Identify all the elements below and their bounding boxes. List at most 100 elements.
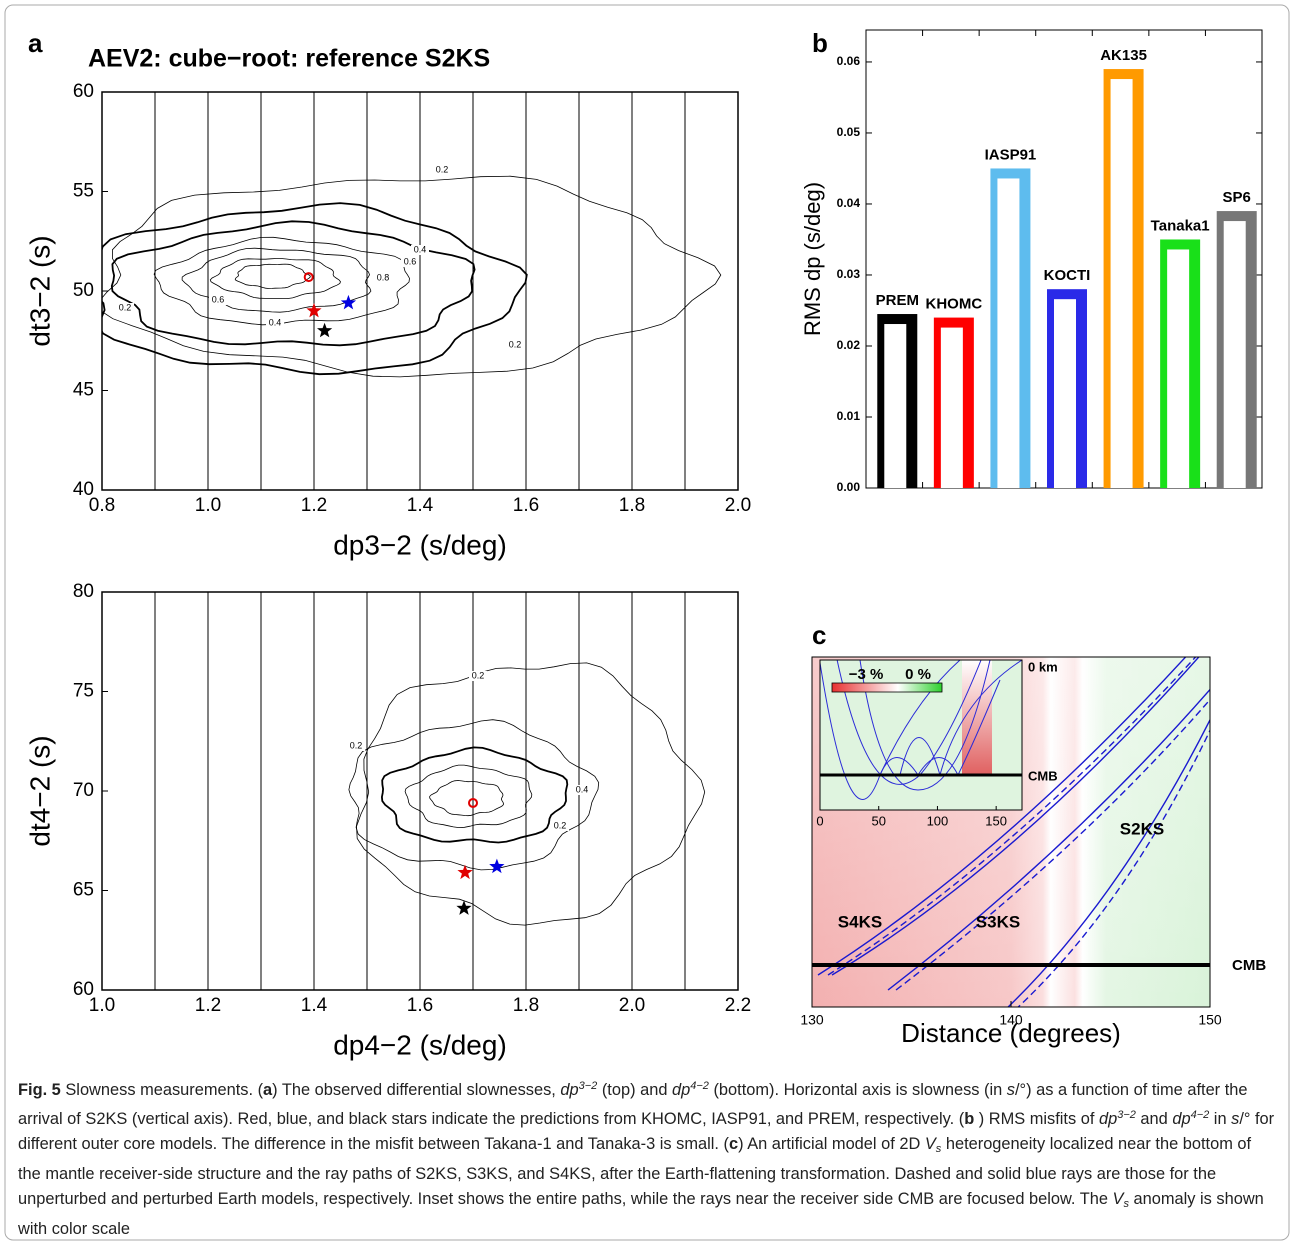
caption-text: heterogeneity localized near the bottom … xyxy=(18,1135,1252,1208)
caption-text: Fig. 5 xyxy=(18,1081,61,1099)
x-tick-label: 50 xyxy=(871,813,885,828)
contour-line xyxy=(234,263,311,289)
x-tick-label: 1.6 xyxy=(513,495,539,516)
x-tick-label: 130 xyxy=(800,1012,824,1028)
inset-ray xyxy=(879,679,1001,777)
x-axis-label: dp3−2 (s/deg) xyxy=(333,529,507,560)
contour-line xyxy=(209,258,341,299)
contour-label: 0.2 xyxy=(119,302,132,312)
star-marker xyxy=(456,900,472,915)
y-axis-label: dt3−2 (s) xyxy=(24,235,55,346)
caption-text: Slowness measurements. ( xyxy=(60,1081,264,1099)
colorbar-label: 0 % xyxy=(905,666,931,683)
star-marker xyxy=(489,858,505,874)
contour-label: 0.6 xyxy=(212,294,225,304)
observed-marker xyxy=(303,272,314,283)
bar-label: IASP91 xyxy=(985,146,1037,163)
x-tick-label: 100 xyxy=(927,813,949,828)
ray-label: S2KS xyxy=(1120,819,1164,838)
caption-text: s xyxy=(1231,1110,1240,1128)
contour-label: 0.2 xyxy=(436,164,449,174)
bar-label: PREM xyxy=(876,292,919,309)
ray-path xyxy=(817,657,1187,976)
y-tick-label: 0.02 xyxy=(837,338,861,352)
panel-label: b xyxy=(812,28,828,58)
panel-label: a xyxy=(28,28,43,58)
panel-label: c xyxy=(812,620,826,650)
y-tick-label: 70 xyxy=(73,780,94,801)
caption-text: dp xyxy=(560,1081,579,1099)
x-tick-label: 1.4 xyxy=(301,995,328,1016)
bar-inner xyxy=(997,178,1020,488)
label-bg xyxy=(266,318,284,328)
ray-path xyxy=(895,698,1210,991)
caption-text: c xyxy=(728,1135,739,1153)
contour-label: 0.4 xyxy=(414,244,427,254)
cmb-label: CMB xyxy=(1232,957,1266,974)
bar-inner xyxy=(940,327,963,488)
contour-label: 0.4 xyxy=(576,784,589,794)
contour-label: 0.2 xyxy=(554,820,567,830)
x-tick-label: 1.6 xyxy=(407,995,433,1016)
observed-marker xyxy=(468,797,478,808)
y-tick-label: 0.06 xyxy=(837,54,861,68)
colorbar-label: −3 % xyxy=(849,666,884,683)
caption-text: dp xyxy=(1172,1110,1191,1128)
bar-label: Tanaka1 xyxy=(1151,217,1210,234)
contour-label: 0.6 xyxy=(404,256,417,266)
caption-text: ) RMS misfits of xyxy=(974,1110,1099,1128)
inset-cmb-label: CMB xyxy=(1028,768,1058,783)
x-tick-label: 140 xyxy=(999,1012,1023,1028)
bar-inner xyxy=(1054,299,1076,488)
ray-path xyxy=(831,657,1200,976)
caption-text: anomaly is shown with color scale xyxy=(18,1190,1264,1234)
y-tick-label: 40 xyxy=(73,479,94,500)
caption: Fig. 5 Slowness measurements. (a) The ob… xyxy=(18,1074,1276,1234)
caption-text: ) The observed differential slownesses, xyxy=(272,1081,561,1099)
star-marker xyxy=(340,294,357,310)
y-tick-label: 50 xyxy=(73,280,94,301)
contour-line xyxy=(429,780,505,817)
caption-text: /°) as a function of time after the arri… xyxy=(18,1081,1248,1128)
label-bg xyxy=(209,295,227,305)
contour-line xyxy=(380,746,569,844)
inset-ray xyxy=(859,660,991,791)
ray-path xyxy=(827,657,1197,976)
bar-label: SP6 xyxy=(1223,189,1251,206)
inset-ray xyxy=(836,660,982,785)
contour-line xyxy=(153,236,410,326)
chart-title: AEV2: cube−root: reference S2KS xyxy=(88,45,490,73)
contour-line xyxy=(348,719,600,871)
ray-label: S3KS xyxy=(976,912,1020,931)
y-tick-label: 75 xyxy=(73,681,94,702)
caption-text: in xyxy=(1209,1110,1232,1128)
y-axis-label: dt4−2 (s) xyxy=(24,735,55,846)
contour-line xyxy=(102,202,528,376)
y-tick-label: 0.03 xyxy=(837,267,861,281)
caption-text: 3−2 xyxy=(1117,1109,1136,1121)
contour-label: 0.2 xyxy=(509,339,522,349)
bar-inner xyxy=(1110,79,1133,488)
contour-line xyxy=(356,662,706,926)
star-marker xyxy=(457,864,473,880)
label-bg xyxy=(401,257,419,267)
x-tick-label: 1.0 xyxy=(89,995,115,1016)
contour-label: 0.2 xyxy=(472,670,485,680)
rays xyxy=(817,657,1210,1007)
ray-path xyxy=(1007,718,1210,1007)
y-tick-label: 0.01 xyxy=(837,409,861,423)
caption-text: /° for different outer core models. The … xyxy=(18,1110,1275,1153)
label-bg xyxy=(116,303,134,313)
x-tick-label: 150 xyxy=(985,813,1007,828)
bar-label: AK135 xyxy=(1100,47,1147,64)
contour-label: 0.4 xyxy=(269,317,282,327)
colorbar xyxy=(831,682,943,693)
contours xyxy=(102,175,722,378)
label-bg xyxy=(551,821,569,831)
caption-text: 4−2 xyxy=(1190,1109,1210,1121)
caption-text: s xyxy=(1123,1198,1129,1210)
bar-inner xyxy=(884,324,907,488)
contour-line xyxy=(102,175,722,378)
caption-text: ) An artificial model of 2D xyxy=(738,1135,925,1153)
